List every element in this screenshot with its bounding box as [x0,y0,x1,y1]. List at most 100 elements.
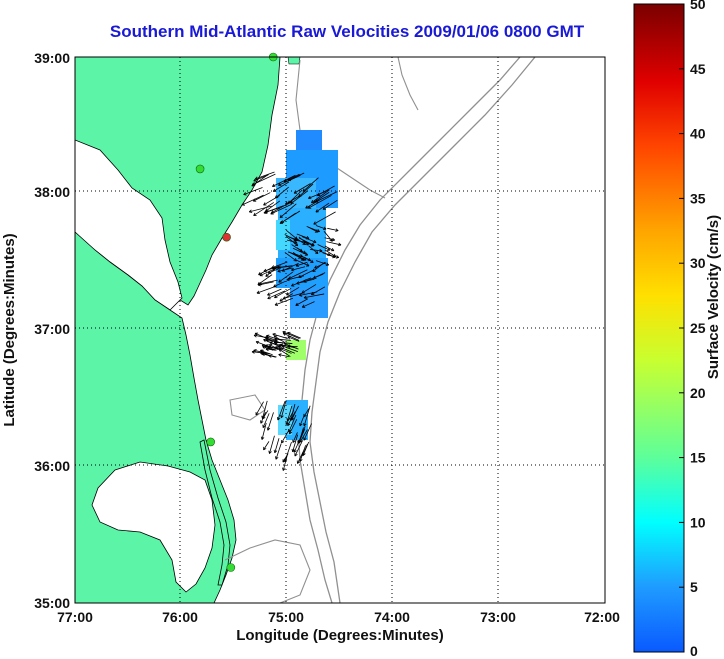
velocity-arrowhead [272,332,276,337]
velocity-arrow [274,287,292,299]
velocity-arrow [287,332,301,339]
velocity-arrowhead [255,412,259,416]
velocity-arrow [277,400,286,421]
velocity-arrow [273,181,290,192]
velocity-arrowhead [299,422,303,427]
velocity-arrow [263,265,281,272]
velocity-arrow [296,233,310,239]
velocity-arrowhead [287,422,291,426]
velocity-arrowhead [303,437,307,441]
velocity-arrow [286,286,300,296]
velocity-arrowhead [253,333,258,338]
velocity-arrow [303,408,310,418]
velocity-arrowhead [267,295,271,300]
x-tick-label: 76:00 [162,609,198,625]
velocity-arrow [326,241,342,246]
velocity-arrow [243,187,263,196]
velocity-arrow [324,245,335,252]
velocity-arrow [278,346,296,354]
y-tick-label: 37:00 [34,321,70,337]
colorbar-tick-label: 40 [690,126,706,142]
velocity-arrow [292,247,308,256]
velocity-arrow [262,353,276,358]
velocity-arrowhead [314,199,319,203]
plot-border [74,56,606,604]
velocity-arrow [265,339,279,343]
colorbar-tick-label: 35 [690,190,706,206]
velocity-arrow [255,171,275,180]
velocity-arrow [249,205,272,213]
velocity-arrow [269,344,282,351]
map-title: Southern Mid-Atlantic Raw Velocities 200… [109,22,585,41]
velocity-arrow [275,186,289,199]
velocity-arrow [274,338,291,341]
velocity-arrowhead [280,414,284,419]
velocity-arrow [285,410,295,425]
velocity-arrow [297,448,305,464]
velocity-arrow [307,226,320,232]
velocity-arrow [253,202,274,216]
velocity-arrow [253,349,268,354]
velocity-arrow [296,259,310,267]
pamlico-sound [91,461,216,593]
velocity-arrowhead [241,202,246,206]
y-tick-label: 35:00 [34,595,70,611]
velocity-arrow [292,253,307,261]
colorbar-tick-label: 5 [690,579,698,595]
velocity-arrowhead [269,341,273,345]
velocity-arrowhead [272,183,276,188]
bathymetry-contour-6 [397,57,419,111]
velocity-arrowhead [296,460,301,464]
velocity-arrow [273,342,293,344]
velocity-arrow [264,207,280,213]
velocity-arrowhead [279,214,284,219]
velocity-arrow [288,269,308,280]
colorbar-label: Surface Velocity (cm/s) [705,215,722,379]
velocity-arrowhead [274,302,279,306]
velocity-arrow [273,280,286,288]
velocity-arrowhead [251,183,255,187]
velocity-arrow [272,333,288,339]
velocity-arrow [281,429,290,444]
outer-banks [199,439,231,586]
velocity-arrowhead [329,238,333,242]
velocity-arrowhead [287,344,291,348]
velocity-patch [278,405,292,435]
velocity-arrow [291,277,312,287]
velocity-arrowhead [308,195,312,200]
velocity-arrow [289,419,298,435]
velocity-arrowhead [253,349,257,353]
x-tick-label: 73:00 [480,609,516,625]
velocity-arrowhead [263,202,267,206]
velocity-arrowhead [313,275,317,279]
velocity-arrow [301,284,317,294]
velocity-arrowhead [286,292,290,296]
velocity-arrowhead [265,338,269,343]
velocity-arrow [283,173,300,182]
velocity-arrow [315,225,327,230]
x-tick-label: 74:00 [374,609,410,625]
velocity-arrowhead [260,420,264,424]
velocity-arrow [303,423,312,441]
velocity-arrowhead [291,283,295,287]
velocity-arrow [279,210,301,224]
velocity-arrowhead [290,200,294,204]
velocity-arrow [287,336,300,342]
velocity-arrowhead [253,178,257,182]
velocity-arrowhead [291,448,296,453]
velocity-arrowhead [278,279,282,283]
colorbar-tick-label: 30 [690,255,706,271]
velocity-arrow [298,183,314,197]
velocity-arrowhead [303,257,307,261]
velocity-arrowhead [263,268,267,273]
velocity-arrowhead [248,209,253,213]
hf-radar-stations [195,52,278,572]
velocity-arrowhead [313,239,317,244]
velocity-arrowhead [288,276,292,280]
velocity-arrowhead [295,302,299,306]
velocity-arrowhead [252,198,257,202]
velocity-arrow [262,410,269,420]
velocity-arrow [274,297,294,306]
